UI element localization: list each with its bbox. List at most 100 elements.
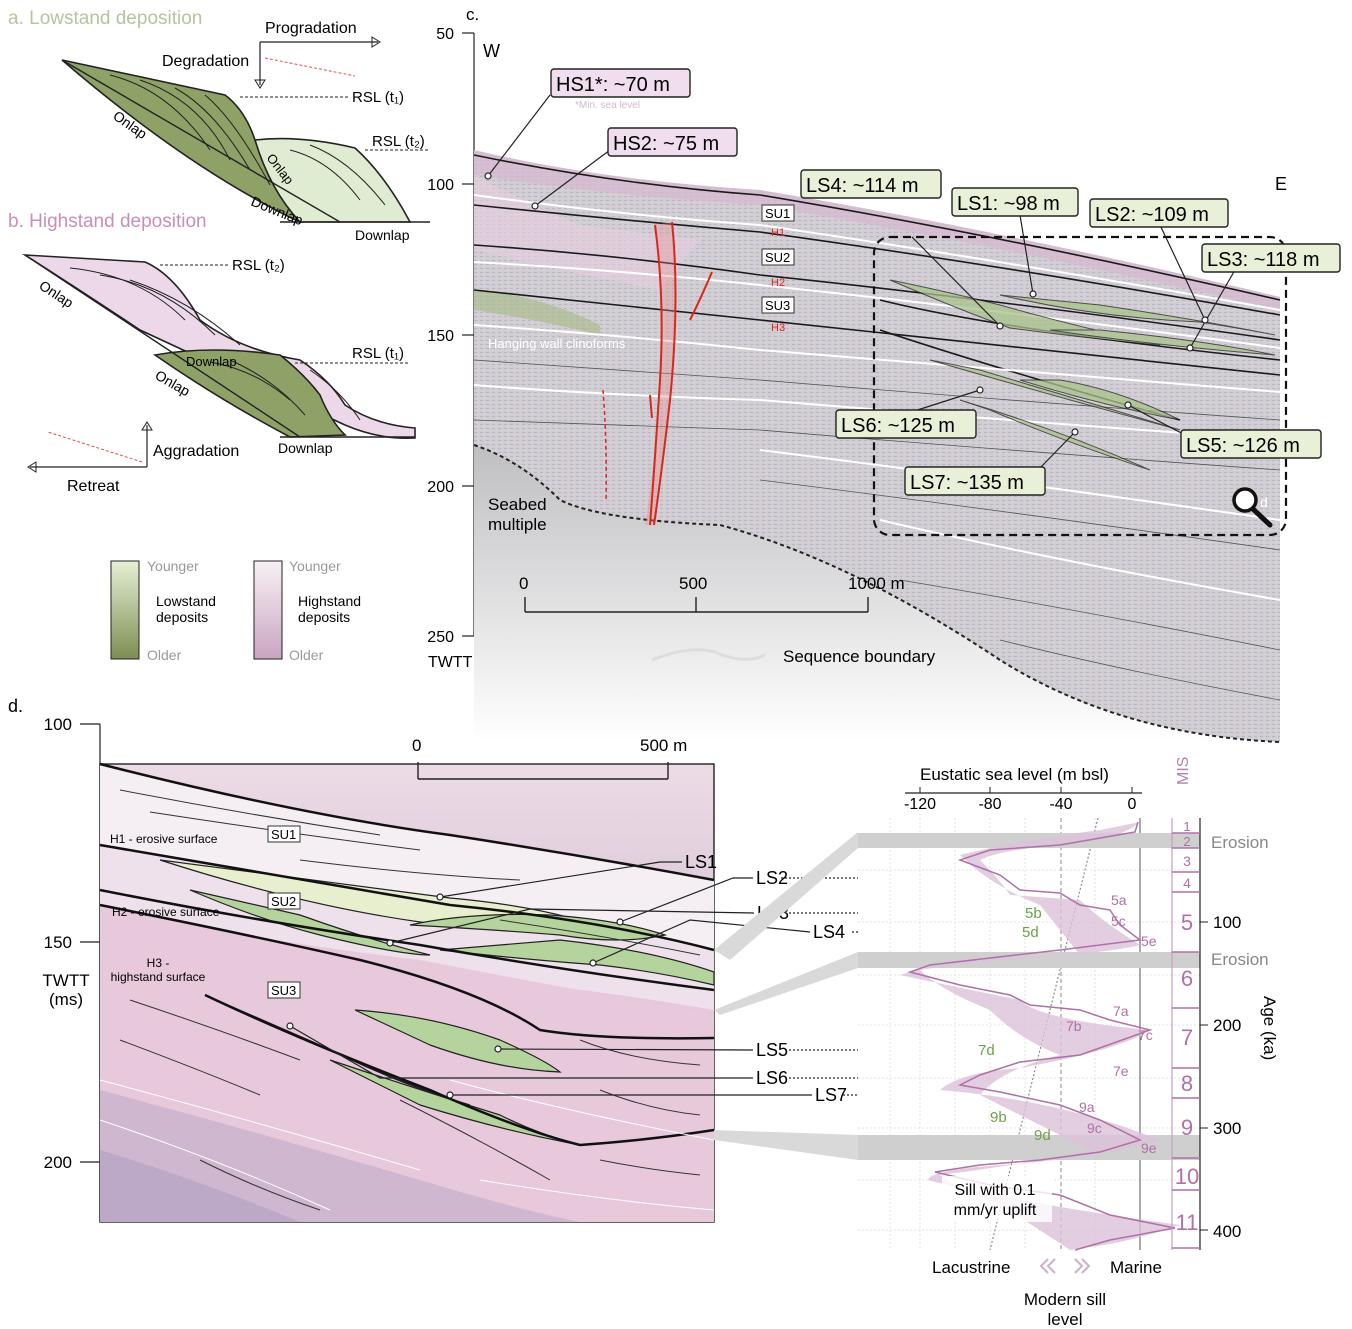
tick-50: 50 bbox=[436, 26, 454, 43]
su1-label: SU1 bbox=[765, 206, 790, 221]
d-su2-label: SU2 bbox=[271, 894, 296, 909]
sea-level-title: Eustatic sea level (m bsl) bbox=[920, 765, 1109, 784]
zoom-letter: d bbox=[1260, 494, 1268, 510]
stage-5b: 5b bbox=[1025, 905, 1042, 922]
age-400: 400 bbox=[1213, 1222, 1241, 1241]
h1-surface-label: H1 - erosive surface bbox=[110, 832, 218, 846]
legend-younger-2: Younger bbox=[289, 558, 341, 574]
mis-2: 2 bbox=[1183, 834, 1190, 849]
seabed-multiple-zone bbox=[474, 445, 1280, 742]
west-label: W bbox=[483, 41, 500, 61]
h3-surface-label: H3 -highstand surface bbox=[111, 956, 206, 984]
hs1-callout: HS1*: ~70 m bbox=[550, 68, 691, 98]
ls5-tag: LS5 bbox=[756, 1040, 788, 1060]
stage-7a: 7a bbox=[1113, 1003, 1129, 1019]
tick-100: 100 bbox=[427, 177, 454, 194]
svg-text:HS1*: ~70 m: HS1*: ~70 m bbox=[556, 74, 670, 96]
mis-4: 4 bbox=[1183, 875, 1191, 891]
legend-older-2: Older bbox=[289, 647, 324, 663]
stage-5c: 5c bbox=[1111, 913, 1126, 929]
panel-a: a. Lowstand deposition Progradation Degr… bbox=[8, 8, 430, 243]
hanging-wall-label: Hanging wall clinoforms bbox=[488, 336, 626, 351]
legend-highstand: Highstand deposits bbox=[298, 593, 361, 625]
stage-9e: 9e bbox=[1141, 1140, 1157, 1156]
legend: Younger Older Younger Older Lowstand depo… bbox=[110, 558, 361, 663]
svg-text:LS4: ~114 m: LS4: ~114 m bbox=[806, 175, 918, 197]
highstand-swatch bbox=[253, 560, 283, 660]
d-su1-label: SU1 bbox=[271, 827, 296, 842]
d-twtt-label: TWTT (ms) bbox=[42, 971, 89, 1009]
mis-3: 3 bbox=[1183, 853, 1191, 869]
ls1-tag: LS1 bbox=[685, 852, 717, 872]
sequence-boundary-symbol bbox=[651, 648, 766, 662]
downlap-label-2: Downlap bbox=[355, 227, 410, 243]
sequence-boundary-label: Sequence boundary bbox=[783, 647, 936, 666]
scale-1000: 1000 m bbox=[848, 574, 905, 593]
sl-tick-0: 0 bbox=[1128, 796, 1137, 813]
ls2-tag: LS2 bbox=[756, 868, 788, 888]
svg-text:LS6: ~125 m: LS6: ~125 m bbox=[841, 415, 955, 437]
stage-9d: 9d bbox=[1034, 1127, 1051, 1144]
d-tick-200: 200 bbox=[44, 1153, 72, 1172]
tick-250: 250 bbox=[427, 629, 454, 646]
rsl-t2-label-b: RSL (t₂) bbox=[232, 257, 285, 274]
stage-9a: 9a bbox=[1079, 1099, 1095, 1115]
d-scale-500: 500 m bbox=[640, 736, 687, 755]
panel-c-title: c. bbox=[466, 5, 479, 24]
hs1-note: *Min. sea level bbox=[575, 100, 640, 111]
svg-text:HS2: ~75 m: HS2: ~75 m bbox=[613, 133, 719, 155]
magnifier-icon bbox=[1232, 487, 1273, 528]
ls4-tag: LS4 bbox=[813, 922, 845, 942]
modern-sill-label: Modern sill level bbox=[1024, 1290, 1106, 1329]
downlap-label-b-2: Downlap bbox=[278, 440, 333, 456]
d-scale-0: 0 bbox=[412, 736, 421, 755]
sea-level-curve: Eustatic sea level (m bsl) -120 -80 -40 … bbox=[858, 757, 1279, 1329]
ls7-callout: LS7: ~135 m bbox=[904, 466, 1046, 496]
legend-lowstand: Lowstand deposits bbox=[156, 593, 216, 625]
marine-label: Marine bbox=[1110, 1258, 1162, 1277]
seabed-multiple-label: Seabed multiple bbox=[488, 495, 547, 534]
aggradation-label: Aggradation bbox=[153, 443, 239, 460]
panel-c: c. 50 100 150 200 250 TWTT (ms) bbox=[427, 5, 1341, 743]
retreat-label: Retreat bbox=[67, 478, 120, 495]
ls1-callout: LS1: ~98 m bbox=[951, 187, 1079, 217]
lacustrine-label: Lacustrine bbox=[932, 1258, 1010, 1277]
su3-label: SU3 bbox=[765, 298, 790, 313]
rsl-t1-label: RSL (t₁) bbox=[352, 89, 404, 106]
svg-text:LS2: ~109 m: LS2: ~109 m bbox=[1095, 204, 1209, 226]
svg-text:LS1: ~98 m: LS1: ~98 m bbox=[957, 193, 1060, 215]
progradation-label: Progradation bbox=[265, 20, 357, 37]
legend-younger: Younger bbox=[147, 558, 199, 574]
erosion-band-1 bbox=[858, 833, 1200, 848]
stage-9b: 9b bbox=[990, 1109, 1007, 1126]
ls6-callout: LS6: ~125 m bbox=[835, 409, 977, 439]
ls2-callout: LS2: ~109 m bbox=[1089, 198, 1229, 228]
degradation-label: Degradation bbox=[162, 53, 249, 70]
svg-text:LS3: ~118 m: LS3: ~118 m bbox=[1207, 249, 1319, 271]
age-label: Age (ka) bbox=[1260, 996, 1279, 1060]
panel-d: d. 100 150 200 TWTT (ms) bbox=[8, 696, 1020, 1223]
legend-older: Older bbox=[147, 647, 182, 663]
panel-b: b. Highstand deposition RSL (t₂) RSL (t₁… bbox=[8, 211, 416, 495]
erosion-label-1: Erosion bbox=[1211, 833, 1269, 852]
east-label: E bbox=[1275, 174, 1287, 194]
mis-6: 6 bbox=[1181, 966, 1193, 991]
sea-level-line bbox=[907, 821, 1176, 1251]
mis-7: 7 bbox=[1181, 1025, 1193, 1050]
hs2-callout: HS2: ~75 m bbox=[607, 127, 738, 157]
h2-surface-label: H2 - erosive surface bbox=[112, 905, 220, 919]
fault-zone bbox=[645, 222, 676, 525]
tick-150: 150 bbox=[427, 328, 454, 345]
h1-label: H1 bbox=[771, 227, 785, 239]
mis-10: 10 bbox=[1175, 1164, 1199, 1189]
age-200: 200 bbox=[1213, 1016, 1241, 1035]
panel-d-title: d. bbox=[8, 696, 23, 716]
ls3-callout: LS3: ~118 m bbox=[1201, 243, 1341, 273]
sl-tick-minus40: -40 bbox=[1049, 796, 1072, 813]
downlap-label-b: Downlap bbox=[186, 354, 237, 369]
stage-7c: 7c bbox=[1138, 1027, 1153, 1043]
h3-label: H3 bbox=[771, 322, 785, 334]
d-su3-label: SU3 bbox=[271, 983, 296, 998]
mis-9: 9 bbox=[1181, 1115, 1193, 1140]
